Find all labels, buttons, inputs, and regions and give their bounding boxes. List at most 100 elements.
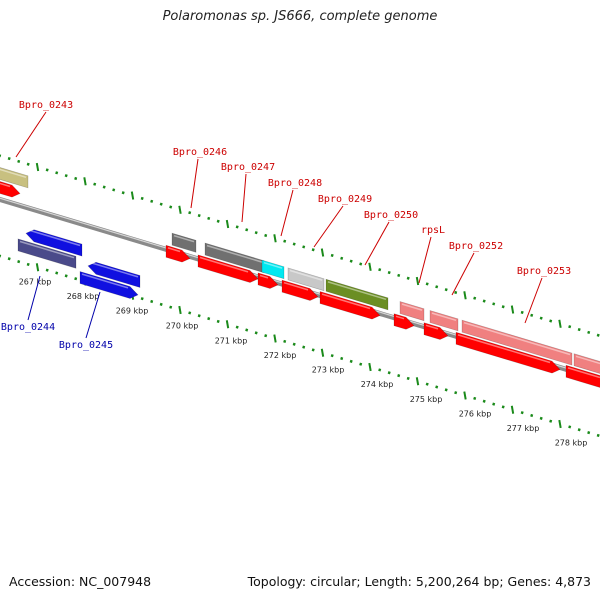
gene-feature-shine (401, 303, 423, 311)
bottom-tick-minor (150, 299, 154, 304)
top-tick-minor (112, 188, 116, 192)
bottom-tick-minor (340, 356, 344, 361)
gene-feature (17, 238, 77, 269)
gene-feature-shine (321, 293, 371, 310)
gene-label: Bpro_0246 (173, 147, 227, 158)
top-tick-major (510, 305, 515, 314)
top-tick-minor (520, 310, 524, 315)
bottom-tick-minor (140, 297, 144, 301)
bottom-tick-major (558, 419, 562, 429)
gene-feature-shine (463, 321, 571, 356)
gene-feature (204, 242, 265, 274)
top-tick-minor (501, 305, 505, 309)
gene-feature (429, 310, 459, 332)
gene-feature-shine (167, 247, 181, 253)
gene-feature (573, 353, 600, 374)
top-tick-minor (197, 213, 201, 218)
top-tick-minor (378, 268, 382, 272)
bottom-tick-minor (444, 388, 448, 392)
gene-feature-shine (81, 273, 129, 289)
top-tick-minor (587, 330, 591, 334)
bottom-tick-minor (169, 305, 173, 309)
bottom-tick-minor (55, 271, 59, 275)
gene-label: Bpro_0253 (517, 266, 571, 277)
bottom-tick-minor (311, 348, 315, 352)
gene-label: Bpro_0247 (221, 162, 275, 173)
genome-summary-label: Topology: circular; Length: 5,200,264 bp… (247, 574, 591, 589)
top-tick-minor (406, 276, 410, 280)
top-tick-minor (283, 239, 287, 243)
top-tick-minor (55, 171, 59, 175)
gene-label: Bpro_0248 (268, 178, 322, 189)
scale-tick-label: 278 kbp (555, 438, 588, 447)
top-tick-minor (568, 325, 572, 329)
bottom-tick-minor (577, 428, 581, 432)
gene-labels: Bpro_0243 Bpro_0244 Bpro_0245 Bpro_0246 Bpro… (1, 100, 571, 351)
gene-feature-shine (263, 261, 283, 269)
top-tick-minor (26, 162, 30, 166)
gene-feature (25, 229, 83, 257)
top-tick-minor (549, 319, 553, 323)
top-tick-minor (45, 168, 49, 172)
top-tick-minor (387, 270, 391, 275)
bottom-tick-minor (397, 374, 401, 378)
gene-feature (565, 364, 600, 388)
top-tick-minor (530, 313, 534, 317)
bottom-tick-minor (520, 411, 524, 415)
top-tick-minor (93, 182, 97, 186)
top-tick-minor (17, 159, 21, 163)
top-tick-minor (64, 174, 68, 178)
top-tick-minor (0, 154, 2, 158)
bottom-tick-minor (264, 334, 268, 338)
gene-feature (423, 322, 449, 340)
bottom-tick-minor (188, 311, 192, 315)
scale-tick-label: 269 kbp (116, 307, 149, 316)
gene-feature (257, 272, 279, 289)
bottom-tick-minor (406, 376, 410, 381)
bottom-tick-minor (207, 317, 211, 321)
gene-feature (165, 244, 191, 263)
gene-feature-shine (0, 182, 11, 188)
label-leader-line (451, 252, 475, 296)
top-tick-major (35, 162, 40, 172)
gene-feature-shine (457, 334, 551, 364)
top-tick-minor (482, 299, 486, 303)
top-tick-major (130, 191, 135, 200)
top-tick-minor (596, 333, 600, 337)
scale-labels: 267 kbp 268 kbp 269 kbp 270 kbp 271 kbp 272 k… (19, 278, 588, 448)
gene-feature-shine (89, 261, 139, 278)
bottom-tick-minor (302, 345, 306, 349)
top-tick-minor (235, 225, 239, 229)
top-tick-track (0, 154, 600, 337)
gene-label: Bpro_0243 (19, 100, 73, 111)
scale-tick-label: 272 kbp (264, 351, 297, 360)
gene-feature-shine (0, 168, 27, 179)
bottom-tick-major (510, 405, 515, 414)
gene-feature-shine (575, 355, 600, 365)
feature-track (0, 167, 600, 388)
gene-label: rpsL (421, 225, 445, 236)
gene-feature-shine (206, 244, 263, 263)
top-tick-major (463, 291, 467, 300)
top-tick-minor (473, 296, 477, 300)
label-leaders (15, 111, 543, 339)
gene-feature (393, 313, 415, 330)
bottom-tick-minor (292, 342, 296, 346)
top-tick-minor (159, 202, 163, 206)
top-tick-minor (7, 156, 11, 161)
bottom-tick-minor (17, 260, 21, 264)
top-tick-minor (74, 176, 78, 181)
bottom-tick-minor (530, 413, 534, 418)
label-leader-line (241, 173, 247, 223)
gene-feature (0, 167, 29, 189)
bottom-tick-minor (45, 268, 49, 272)
top-tick-minor (188, 211, 192, 215)
scale-tick-label: 270 kbp (166, 322, 199, 331)
label-leader-line (280, 189, 294, 237)
bottom-tick-minor (454, 391, 458, 395)
top-tick-minor (254, 231, 258, 235)
gene-feature (281, 279, 319, 301)
scale-tick-label: 274 kbp (361, 380, 394, 389)
top-tick-minor (444, 288, 448, 292)
